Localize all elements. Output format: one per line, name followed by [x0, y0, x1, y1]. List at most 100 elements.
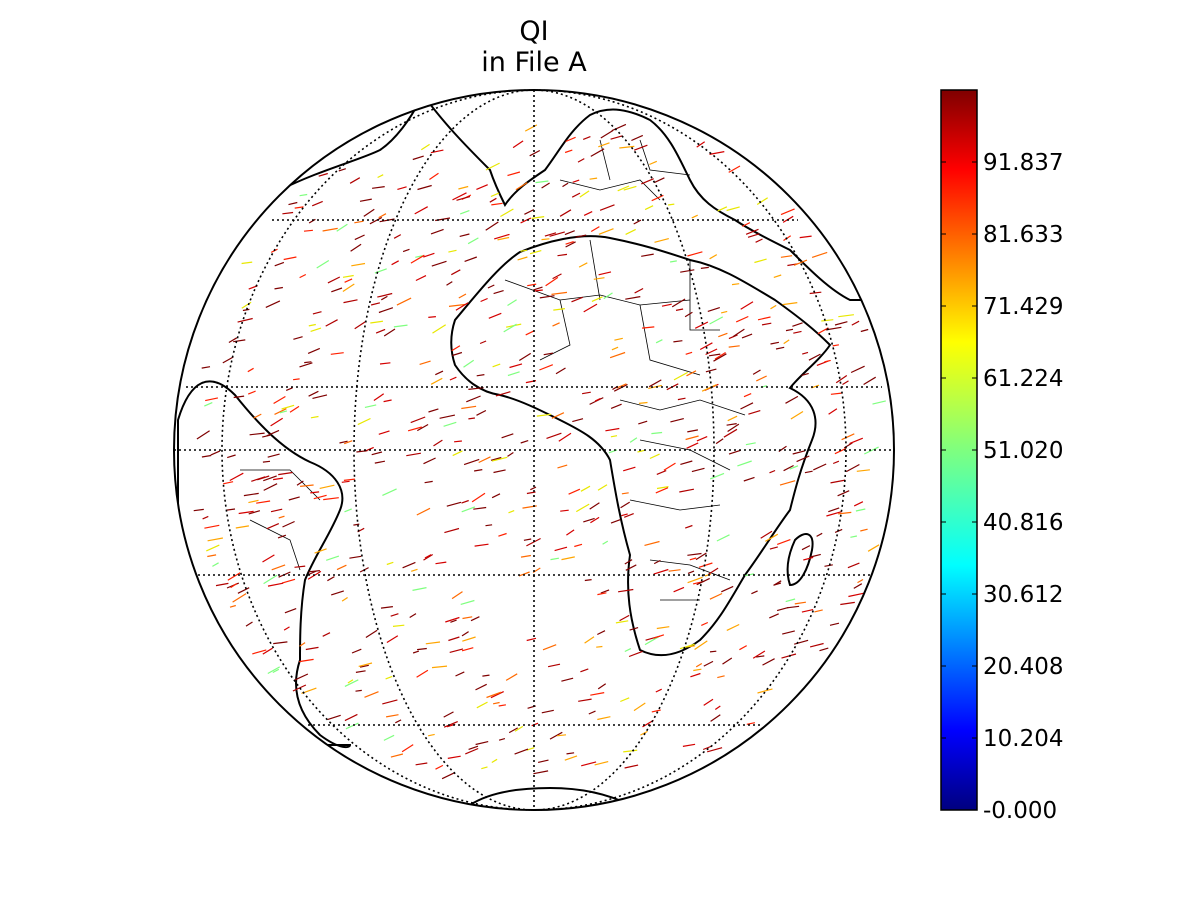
- wind-barb: [314, 548, 327, 554]
- wind-barb: [266, 523, 280, 530]
- wind-barb: [493, 290, 504, 295]
- wind-barb: [644, 205, 654, 211]
- wind-barb: [395, 719, 402, 724]
- wind-barb: [501, 433, 514, 439]
- wind-barb: [728, 165, 741, 173]
- wind-barb: [428, 408, 439, 413]
- wind-barb: [629, 627, 639, 631]
- wind-barb: [575, 503, 590, 513]
- wind-barb: [476, 184, 488, 190]
- wind-barb: [204, 402, 213, 407]
- wind-barb: [857, 578, 864, 584]
- wind-barb: [620, 697, 630, 703]
- wind-barb: [776, 538, 791, 545]
- wind-barb: [273, 477, 283, 481]
- wind-barb: [500, 208, 514, 218]
- wind-barb: [495, 391, 511, 397]
- wind-barb: [597, 484, 608, 491]
- wind-barb: [448, 303, 465, 307]
- wind-barb: [565, 241, 576, 248]
- wind-barb: [468, 745, 479, 750]
- wind-barb: [474, 543, 489, 547]
- wind-barb: [378, 213, 387, 219]
- wind-barb: [461, 647, 474, 652]
- wind-barb: [552, 322, 560, 327]
- wind-barb: [304, 361, 312, 364]
- wind-barb: [227, 572, 241, 581]
- wind-barb: [726, 423, 737, 426]
- wind-barb: [407, 426, 422, 432]
- wind-barb: [789, 465, 799, 470]
- wind-barb: [412, 587, 427, 591]
- wind-barb: [415, 255, 423, 258]
- wind-barb: [494, 233, 510, 240]
- wind-barb: [551, 291, 568, 295]
- globe-limb: [173, 89, 895, 811]
- wind-barb: [656, 470, 667, 475]
- wind-barb: [344, 278, 353, 283]
- wind-barb: [343, 299, 358, 304]
- wind-barb: [648, 384, 662, 389]
- wind-barb: [452, 192, 467, 201]
- wind-barb: [423, 457, 436, 465]
- wind-barb: [611, 346, 619, 351]
- wind-barb: [547, 663, 561, 668]
- wind-barb: [699, 342, 713, 351]
- wind-barb: [379, 362, 391, 365]
- wind-barb: [703, 698, 714, 706]
- wind-barb: [390, 613, 399, 617]
- wind-barb: [338, 168, 346, 172]
- wind-barb: [342, 274, 354, 278]
- wind-barb: [465, 747, 479, 755]
- wind-barb: [728, 345, 740, 348]
- colorbar-tick-label: 40.816: [983, 510, 1063, 536]
- wind-barb: [557, 253, 568, 257]
- wind-barb: [517, 256, 528, 261]
- wind-barb: [289, 405, 300, 413]
- wind-barb: [565, 241, 574, 245]
- wind-barb: [196, 430, 210, 440]
- wind-barb: [860, 328, 869, 333]
- wind-barb: [520, 217, 532, 224]
- wind-barb: [793, 330, 802, 334]
- wind-barb: [461, 506, 476, 513]
- wind-barb: [811, 251, 828, 258]
- wind-barb: [386, 561, 394, 566]
- wind-barb: [546, 432, 562, 439]
- wind-barb: [247, 390, 256, 395]
- wind-barb: [303, 229, 313, 232]
- wind-barb: [341, 596, 348, 602]
- wind-barb: [363, 208, 375, 217]
- wind-barb: [345, 722, 359, 730]
- wind-barb: [350, 243, 362, 252]
- wind-barb: [757, 316, 771, 321]
- wind-barb: [489, 197, 497, 203]
- wind-barb: [597, 683, 607, 690]
- wind-barb: [265, 300, 281, 308]
- wind-barb: [539, 364, 554, 371]
- wind-barb: [614, 337, 623, 341]
- wind-barb: [370, 320, 384, 324]
- wind-barb: [417, 184, 432, 191]
- wind-barb: [364, 404, 377, 408]
- wind-barb: [462, 636, 476, 642]
- wind-barb: [804, 470, 813, 474]
- wind-barb: [415, 762, 428, 766]
- wind-barb: [727, 423, 740, 433]
- wind-barb: [561, 556, 575, 561]
- wind-barb: [649, 160, 658, 166]
- wind-barb: [598, 271, 612, 276]
- wind-barb: [479, 340, 487, 345]
- south-america-coastline: [177, 380, 352, 749]
- wind-barb: [787, 605, 800, 609]
- wind-barb: [393, 234, 402, 239]
- wind-barb: [695, 552, 707, 561]
- wind-barb: [864, 446, 879, 455]
- wind-barb: [709, 254, 718, 260]
- wind-barb: [551, 412, 565, 419]
- wind-barb: [644, 636, 659, 646]
- wind-barb: [322, 227, 338, 232]
- wind-barb: [698, 562, 713, 568]
- wind-barb: [648, 379, 662, 388]
- wind-barb: [288, 201, 298, 206]
